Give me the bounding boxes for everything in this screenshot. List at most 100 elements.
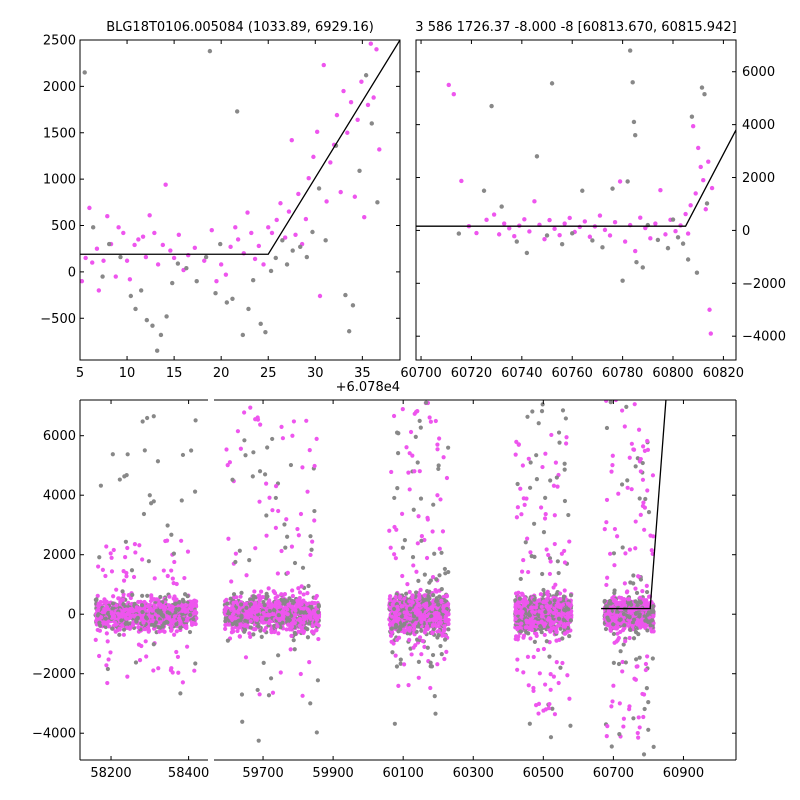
top_left-point xyxy=(192,245,198,250)
top_left-point xyxy=(266,225,271,230)
bottom-point xyxy=(277,601,282,606)
bottom-point xyxy=(106,624,112,629)
bottom-point xyxy=(435,493,440,498)
bottom-point xyxy=(542,516,548,521)
bottom-point xyxy=(421,598,426,603)
top_right-point xyxy=(547,217,552,223)
top_right-point xyxy=(653,221,658,226)
top_left-point xyxy=(317,293,323,299)
bottom-point xyxy=(308,611,313,616)
bottom-point xyxy=(295,526,300,532)
bottom-point xyxy=(289,633,294,638)
bottom-point xyxy=(175,654,181,660)
bottom-point xyxy=(544,547,549,552)
bottom-point xyxy=(555,484,560,489)
top_left-x-tick-label: 25 xyxy=(260,366,277,381)
bottom-point xyxy=(286,622,291,627)
bottom-point xyxy=(243,453,248,458)
bottom-point xyxy=(247,631,252,636)
bottom-point xyxy=(310,539,315,544)
bottom-point xyxy=(142,626,148,632)
bottom-point xyxy=(134,619,139,624)
bottom-point xyxy=(238,594,243,599)
bottom-point xyxy=(145,415,150,421)
bottom-point xyxy=(530,621,536,626)
bottom-point xyxy=(566,512,571,518)
bottom-point xyxy=(273,484,279,489)
bottom-point xyxy=(242,410,247,415)
bottom-point xyxy=(396,635,402,640)
top_right-point xyxy=(673,229,678,234)
bottom-point xyxy=(254,616,260,621)
bottom-point xyxy=(105,639,110,644)
bottom-point xyxy=(302,610,307,616)
top_left-point xyxy=(171,255,177,261)
bottom-point xyxy=(520,569,525,574)
bottom-point xyxy=(516,442,521,447)
top_right-point xyxy=(607,233,613,238)
bottom-point xyxy=(98,483,103,488)
bottom-point xyxy=(534,477,540,482)
bottom-point xyxy=(121,569,126,574)
bottom-point xyxy=(529,605,534,610)
top_left-point xyxy=(213,291,218,296)
top_right-x-tick-label: 60700 xyxy=(400,366,441,381)
bottom-point xyxy=(289,613,294,618)
bottom-point xyxy=(568,618,573,623)
top_left-point xyxy=(147,213,152,218)
bottom-point xyxy=(552,712,558,717)
bottom-point xyxy=(239,692,245,697)
bottom-point xyxy=(224,447,229,452)
bottom-point xyxy=(536,421,541,426)
bottom-point xyxy=(442,656,447,662)
bottom-point xyxy=(143,639,148,644)
bottom-point xyxy=(273,525,278,530)
top_left-point xyxy=(350,303,356,308)
bottom-point xyxy=(272,591,278,596)
bottom-point xyxy=(139,603,145,608)
bottom-point xyxy=(230,477,235,482)
bottom-point xyxy=(541,599,546,605)
top_right-x-tick-label: 60740 xyxy=(501,366,542,381)
bottom-point xyxy=(93,637,98,642)
bottom-point xyxy=(234,595,239,600)
bottom-point xyxy=(150,618,155,624)
top_left-model-line xyxy=(80,40,400,255)
bottom-point xyxy=(133,660,139,665)
bottom-point xyxy=(388,545,393,550)
top-right-title: 3 586 1726.37 -8.000 -8 [60813.670, 6081… xyxy=(415,20,736,35)
top_right-point xyxy=(514,239,519,244)
bottom-point xyxy=(517,596,522,601)
bottom-point xyxy=(274,601,279,607)
bottom-point xyxy=(264,617,269,622)
bottom-point xyxy=(223,622,228,628)
top_right-point xyxy=(638,215,643,220)
bottom-point xyxy=(165,523,170,528)
bottom-point xyxy=(141,620,146,625)
bottom-point xyxy=(402,538,407,543)
bottom-point xyxy=(231,607,236,612)
bottom-point xyxy=(566,607,571,612)
top_right-y-tick-label: 2000 xyxy=(742,171,775,186)
bottom-point xyxy=(419,538,424,543)
bottom-point xyxy=(248,625,253,630)
bottom-point xyxy=(526,456,531,461)
top_left-point xyxy=(286,209,292,214)
bottom-point xyxy=(231,600,236,605)
bottom-point xyxy=(140,557,145,562)
bottom-point xyxy=(521,496,526,501)
bottom-point xyxy=(245,613,250,618)
bottom-point xyxy=(297,616,302,622)
bottom-point xyxy=(314,436,319,441)
bottom-point xyxy=(267,608,272,614)
bottom-point xyxy=(181,599,186,604)
bottom-point xyxy=(440,529,446,534)
bottom-point xyxy=(415,637,420,642)
bottom-point xyxy=(185,549,191,554)
bottom-point xyxy=(418,616,423,621)
top_left-point xyxy=(371,95,376,100)
top_right-point xyxy=(570,231,575,236)
bottom-point xyxy=(558,597,563,602)
bottom-point xyxy=(532,597,537,602)
